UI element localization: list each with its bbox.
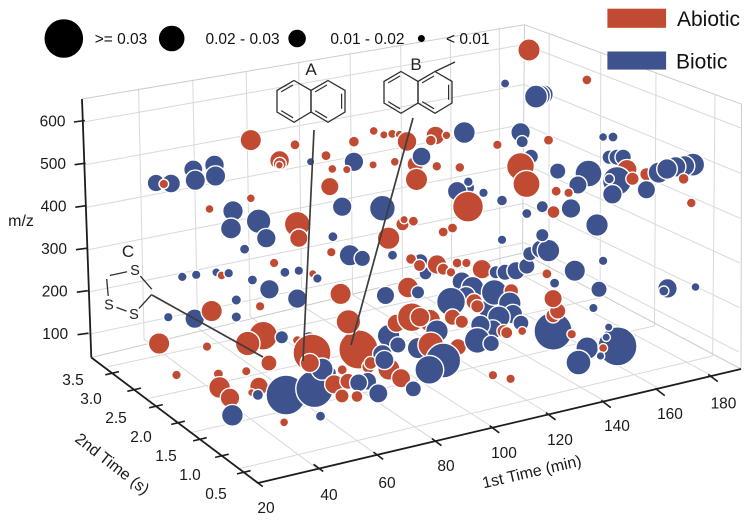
- svg-text:1.5: 1.5: [155, 448, 177, 465]
- svg-text:400: 400: [41, 199, 67, 216]
- svg-text:Abiotic: Abiotic: [677, 8, 740, 31]
- svg-text:200: 200: [42, 284, 68, 301]
- svg-text:180: 180: [711, 396, 737, 413]
- svg-text:80: 80: [437, 458, 455, 475]
- svg-text:0.02 - 0.03: 0.02 - 0.03: [206, 31, 280, 48]
- svg-text:Biotic: Biotic: [676, 51, 727, 74]
- svg-text:300: 300: [41, 241, 67, 258]
- svg-text:1.0: 1.0: [179, 467, 201, 484]
- svg-text:100: 100: [491, 445, 517, 462]
- svg-text:>= 0.03: >= 0.03: [95, 31, 148, 48]
- svg-text:60: 60: [378, 475, 396, 492]
- svg-text:0.01 - 0.02: 0.01 - 0.02: [330, 31, 404, 48]
- svg-text:160: 160: [657, 406, 683, 423]
- svg-text:0.5: 0.5: [205, 486, 227, 503]
- svg-text:S: S: [104, 298, 114, 314]
- svg-text:2.0: 2.0: [130, 429, 152, 446]
- svg-text:2.5: 2.5: [105, 410, 127, 427]
- svg-text:3.5: 3.5: [62, 372, 84, 389]
- svg-text:B: B: [410, 55, 421, 74]
- svg-text:3.0: 3.0: [80, 391, 102, 408]
- svg-text:40: 40: [320, 487, 338, 504]
- svg-text:S: S: [129, 307, 139, 323]
- svg-text:< 0.01: < 0.01: [446, 31, 490, 48]
- svg-text:120: 120: [547, 432, 573, 449]
- svg-text:m/z: m/z: [8, 213, 34, 230]
- svg-text:20: 20: [257, 500, 275, 517]
- svg-text:S: S: [130, 263, 140, 279]
- svg-text:100: 100: [42, 326, 68, 343]
- svg-text:600: 600: [40, 113, 66, 130]
- svg-text:140: 140: [604, 418, 630, 435]
- svg-text:500: 500: [40, 156, 66, 173]
- svg-text:A: A: [305, 60, 317, 79]
- svg-text:C: C: [122, 242, 134, 261]
